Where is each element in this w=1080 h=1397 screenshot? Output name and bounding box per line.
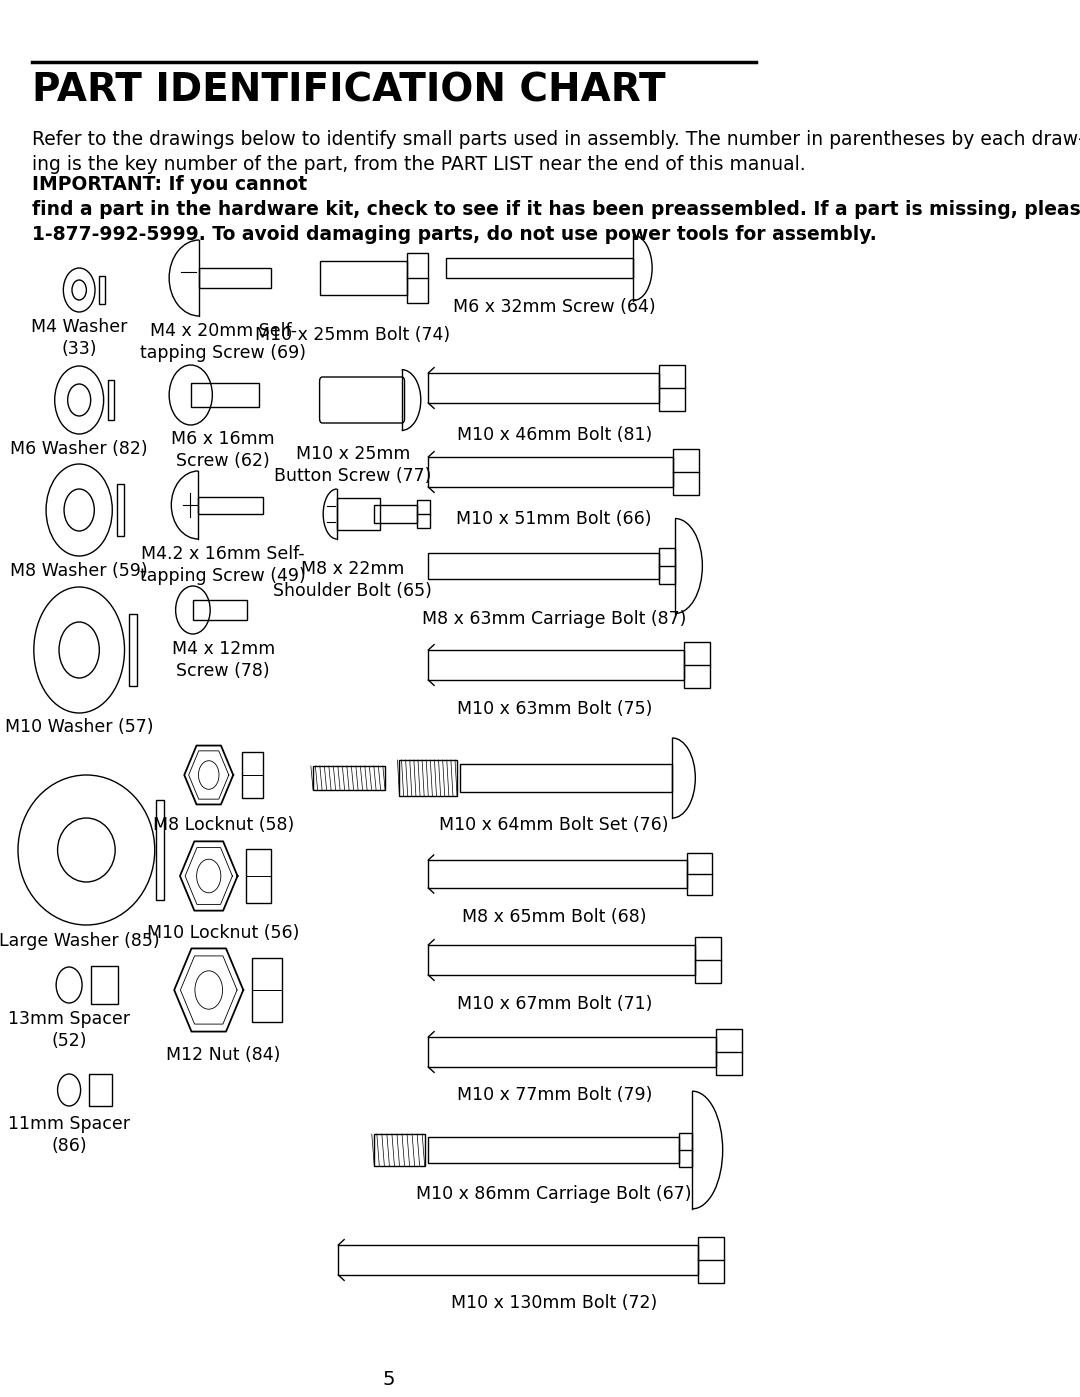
Text: M10 Locknut (56): M10 Locknut (56) <box>147 923 299 942</box>
Text: M4 Washer
(33): M4 Washer (33) <box>31 319 127 358</box>
Text: M10 x 25mm Bolt (74): M10 x 25mm Bolt (74) <box>255 326 450 344</box>
Text: PART IDENTIFICATION CHART: PART IDENTIFICATION CHART <box>32 73 666 110</box>
Text: 5: 5 <box>382 1370 395 1389</box>
Text: M6 x 32mm Screw (64): M6 x 32mm Screw (64) <box>453 298 656 316</box>
Text: 11mm Spacer
(86): 11mm Spacer (86) <box>9 1115 130 1155</box>
Text: M10 x 46mm Bolt (81): M10 x 46mm Bolt (81) <box>457 426 652 444</box>
Bar <box>446 258 633 278</box>
Bar <box>400 760 457 796</box>
Bar <box>252 958 282 1023</box>
Bar <box>684 643 710 687</box>
Bar <box>199 268 271 288</box>
Bar <box>429 944 694 975</box>
Text: M10 x 64mm Bolt Set (76): M10 x 64mm Bolt Set (76) <box>440 816 669 834</box>
Text: M10 x 51mm Bolt (66): M10 x 51mm Bolt (66) <box>457 510 652 528</box>
Text: Refer to the drawings below to identify small parts used in assembly. The number: Refer to the drawings below to identify … <box>32 130 1080 175</box>
Bar <box>90 1074 112 1106</box>
Bar <box>429 1037 716 1067</box>
Bar <box>338 1245 698 1275</box>
Text: M4.2 x 16mm Self-
tapping Screw (49): M4.2 x 16mm Self- tapping Screw (49) <box>140 545 306 585</box>
Bar <box>246 849 271 902</box>
Text: M4 x 12mm
Screw (78): M4 x 12mm Screw (78) <box>172 640 274 680</box>
Bar <box>108 380 114 420</box>
Bar <box>429 373 659 402</box>
Text: IMPORTANT: If you cannot
find a part in the hardware kit, check to see if it has: IMPORTANT: If you cannot find a part in … <box>32 175 1080 244</box>
Text: M10 x 86mm Carriage Bolt (67): M10 x 86mm Carriage Bolt (67) <box>417 1185 692 1203</box>
Bar <box>191 383 259 407</box>
Bar <box>313 766 386 789</box>
Bar <box>193 599 247 620</box>
Bar <box>428 1137 679 1162</box>
Bar <box>99 277 105 305</box>
Bar <box>418 500 431 528</box>
Text: M8 Locknut (58): M8 Locknut (58) <box>152 816 294 834</box>
Text: M6 x 16mm
Screw (62): M6 x 16mm Screw (62) <box>172 430 275 471</box>
Text: M6 Washer (82): M6 Washer (82) <box>11 440 148 458</box>
Bar <box>659 365 685 411</box>
Bar <box>375 1134 424 1166</box>
Bar <box>687 854 712 895</box>
Bar <box>460 764 672 792</box>
Text: Large Washer (85): Large Washer (85) <box>0 932 160 950</box>
Text: M8 x 22mm
Shoulder Bolt (65): M8 x 22mm Shoulder Bolt (65) <box>273 560 432 601</box>
Bar <box>679 1133 692 1166</box>
Bar <box>659 548 675 584</box>
Text: M10 x 77mm Bolt (79): M10 x 77mm Bolt (79) <box>457 1085 652 1104</box>
Bar <box>698 1236 724 1282</box>
Bar <box>199 496 264 514</box>
Bar <box>321 261 407 295</box>
Bar <box>117 483 124 536</box>
Text: M4 x 20mm Self-
tapping Screw (69): M4 x 20mm Self- tapping Screw (69) <box>140 321 306 362</box>
Text: M8 Washer (59): M8 Washer (59) <box>11 562 148 580</box>
Bar <box>429 650 684 680</box>
Text: M10 Washer (57): M10 Washer (57) <box>5 718 153 736</box>
Bar <box>694 937 720 983</box>
Bar <box>375 504 418 522</box>
Bar <box>407 253 429 303</box>
Text: M10 x 63mm Bolt (75): M10 x 63mm Bolt (75) <box>457 700 652 718</box>
Text: M10 x 25mm
Button Screw (77): M10 x 25mm Button Screw (77) <box>274 446 431 485</box>
Bar <box>673 448 699 495</box>
Bar <box>91 965 118 1004</box>
Bar <box>429 457 673 488</box>
Text: 13mm Spacer
(52): 13mm Spacer (52) <box>9 1010 130 1051</box>
Bar <box>337 497 380 529</box>
Text: M10 x 130mm Bolt (72): M10 x 130mm Bolt (72) <box>451 1294 658 1312</box>
Bar <box>429 861 687 888</box>
Text: M8 x 63mm Carriage Bolt (87): M8 x 63mm Carriage Bolt (87) <box>422 610 687 629</box>
Bar <box>157 800 164 900</box>
Bar <box>242 752 264 798</box>
Bar <box>429 553 659 578</box>
Bar <box>129 615 137 686</box>
Text: M12 Nut (84): M12 Nut (84) <box>166 1046 281 1065</box>
Text: M10 x 67mm Bolt (71): M10 x 67mm Bolt (71) <box>457 995 652 1013</box>
Bar <box>716 1030 742 1076</box>
Text: M8 x 65mm Bolt (68): M8 x 65mm Bolt (68) <box>462 908 647 926</box>
